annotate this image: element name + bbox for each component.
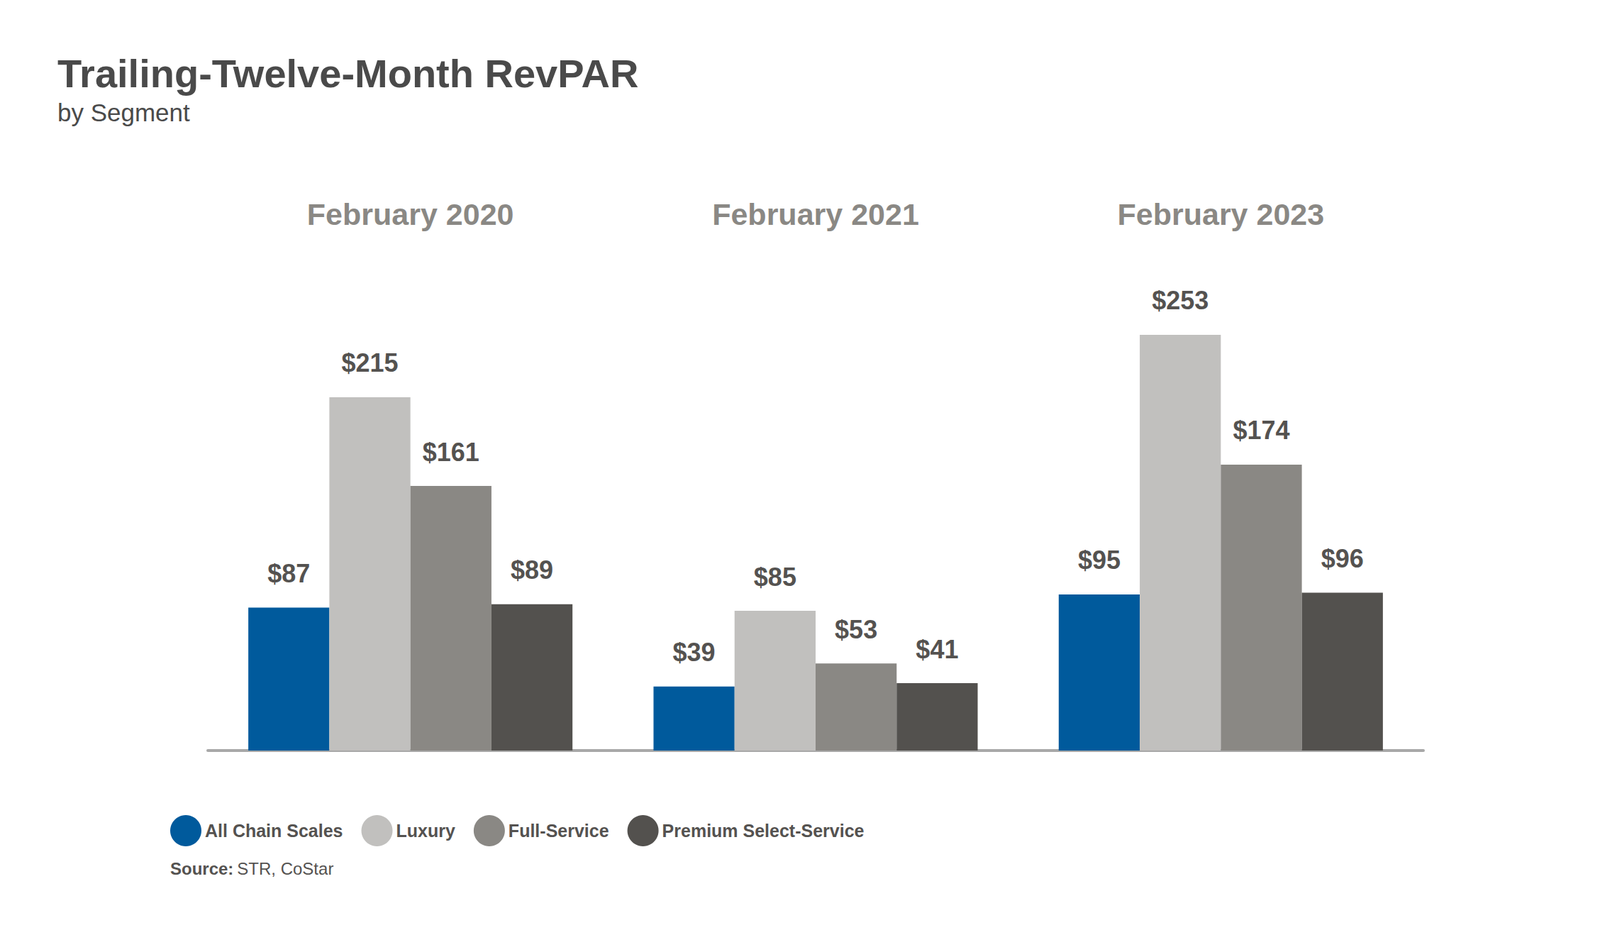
svg-text:Full-Service: Full-Service: [508, 820, 610, 841]
svg-text:Premium Select-Service: Premium Select-Service: [662, 820, 865, 841]
svg-text:$89: $89: [510, 555, 554, 585]
svg-text:$53: $53: [834, 614, 878, 644]
svg-text:Luxury: Luxury: [396, 820, 456, 841]
svg-text:$161: $161: [422, 437, 480, 467]
svg-text:$215: $215: [341, 348, 398, 378]
svg-text:February 2021: February 2021: [712, 197, 920, 232]
svg-text:February 2023: February 2023: [1117, 197, 1325, 232]
svg-text:$41: $41: [915, 634, 959, 664]
svg-text:Source:: Source:: [170, 858, 234, 879]
svg-text:$39: $39: [673, 637, 716, 667]
svg-text:$95: $95: [1078, 545, 1121, 575]
svg-text:$87: $87: [267, 558, 310, 588]
svg-text:$174: $174: [1232, 415, 1290, 445]
svg-text:All Chain Scales: All Chain Scales: [204, 820, 344, 841]
svg-text:$85: $85: [753, 562, 797, 592]
svg-text:Trailing-Twelve-Month RevPAR: Trailing-Twelve-Month RevPAR: [57, 51, 639, 96]
svg-text:February 2020: February 2020: [307, 197, 515, 232]
svg-text:by Segment: by Segment: [57, 98, 191, 127]
svg-text:STR, CoStar: STR, CoStar: [236, 858, 334, 879]
svg-text:$253: $253: [1151, 285, 1209, 315]
svg-text:$96: $96: [1321, 543, 1364, 574]
